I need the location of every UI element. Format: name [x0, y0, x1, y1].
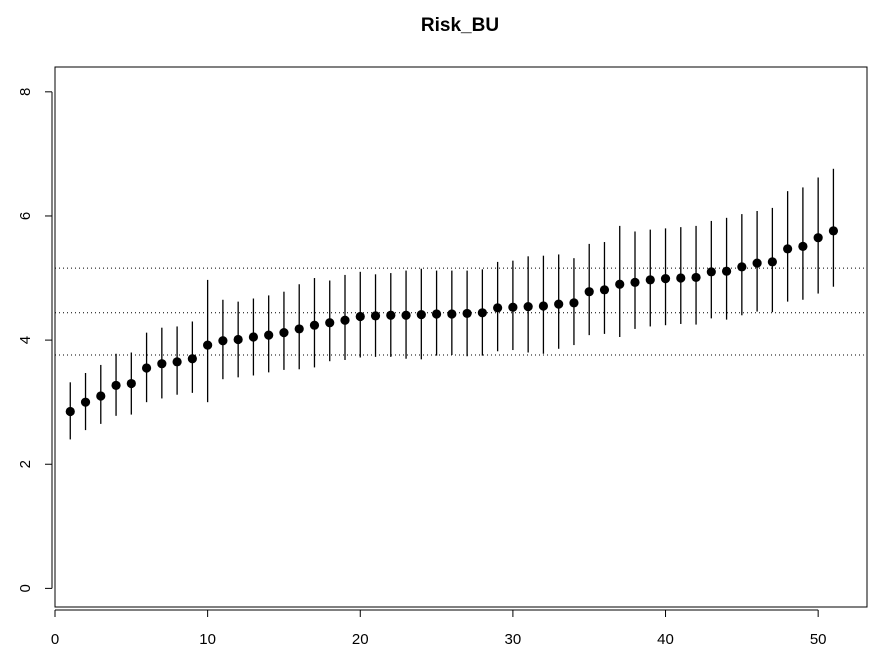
x-tick-label: 30	[505, 631, 522, 648]
data-point	[523, 301, 533, 312]
data-point	[248, 332, 259, 342]
data-point	[538, 301, 549, 311]
data-point	[721, 266, 732, 276]
data-point	[813, 233, 823, 243]
data-point	[783, 244, 793, 254]
data-points	[65, 226, 839, 417]
reference-lines	[55, 267, 867, 356]
data-point	[477, 308, 487, 318]
data-point	[416, 310, 426, 320]
data-point	[798, 241, 808, 251]
data-point	[218, 336, 228, 346]
data-point	[370, 311, 381, 321]
data-point	[584, 287, 594, 297]
data-point	[141, 363, 152, 373]
x-tick-label: 10	[199, 631, 216, 648]
y-tick-label: 6	[17, 212, 34, 220]
y-tick-label: 0	[17, 584, 34, 592]
data-point	[493, 303, 503, 313]
data-point	[401, 310, 411, 320]
data-point	[660, 274, 671, 284]
data-point	[462, 308, 472, 319]
data-point	[80, 397, 91, 407]
x-tick-label: 20	[352, 631, 369, 648]
x-tick-label: 0	[51, 631, 59, 648]
data-point	[554, 299, 564, 309]
x-axis: 0 10 20 30 40 50	[51, 609, 827, 648]
data-point	[691, 272, 701, 283]
data-point	[309, 320, 320, 330]
data-point	[630, 277, 640, 287]
y-axis: 0 2 4 6 8	[17, 88, 53, 593]
data-point	[187, 354, 197, 364]
data-point	[126, 378, 136, 389]
plot-frame	[54, 66, 868, 608]
y-tick-label: 2	[17, 460, 34, 468]
data-point	[111, 380, 121, 391]
y-tick-label: 8	[17, 88, 34, 96]
data-point	[737, 262, 747, 272]
data-point	[233, 334, 243, 345]
data-point	[172, 357, 182, 367]
data-point	[279, 328, 289, 338]
data-point	[325, 318, 335, 328]
data-point	[752, 258, 762, 268]
data-point	[340, 315, 350, 325]
data-point	[386, 310, 396, 320]
data-point	[431, 309, 442, 319]
data-point	[203, 340, 213, 350]
data-point	[96, 391, 106, 401]
data-point	[157, 359, 167, 369]
data-point	[447, 309, 457, 319]
data-point	[767, 257, 777, 267]
data-point	[569, 298, 579, 308]
chart-title: Risk_BU	[421, 15, 499, 36]
data-point	[294, 324, 304, 334]
data-point	[264, 330, 274, 340]
data-point	[645, 275, 655, 285]
data-point	[508, 302, 518, 312]
data-point	[65, 406, 75, 417]
x-tick-label: 50	[810, 631, 827, 648]
x-tick-label: 40	[657, 631, 674, 648]
data-point	[706, 267, 716, 277]
y-tick-label: 4	[17, 336, 34, 344]
data-point	[676, 273, 686, 283]
error-bars	[69, 168, 835, 440]
data-point	[615, 279, 625, 289]
data-point	[599, 285, 610, 295]
data-point	[355, 311, 365, 322]
data-point	[828, 226, 839, 236]
